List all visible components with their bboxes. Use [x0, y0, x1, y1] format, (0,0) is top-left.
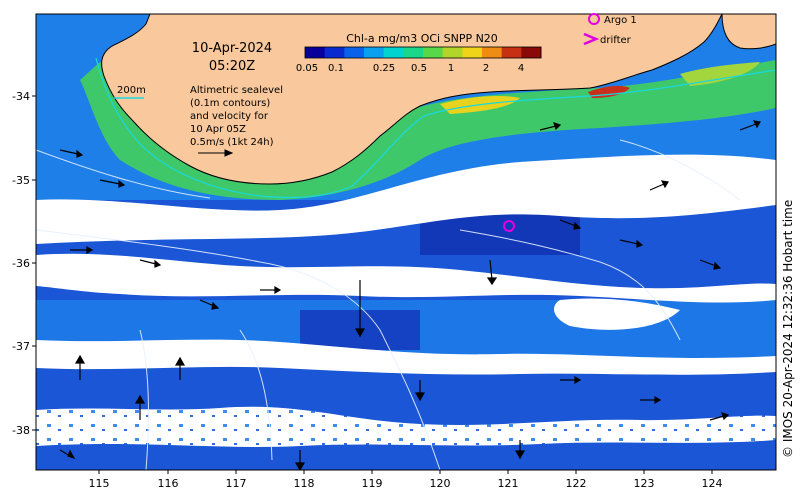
- y-axis: -34 -35 -36 -37 -38: [12, 90, 36, 437]
- colorbar-segment: [305, 47, 326, 58]
- colorbar-tick-label: 0.25: [373, 63, 395, 74]
- map-frame: [35, 13, 777, 471]
- land-mass-east: [721, 14, 776, 50]
- map-date: 10-Apr-2024: [192, 41, 272, 56]
- description-line: and velocity for: [190, 111, 269, 122]
- description-line: Altimetric sealevel: [190, 85, 283, 96]
- land-mass: [101, 14, 723, 185]
- description-line: (0.1m contours): [190, 98, 270, 109]
- x-tick-label: 123: [634, 477, 655, 490]
- colorbar-title: Chl-a mg/m3 OCi SNPP N20: [346, 32, 498, 45]
- colorbar-tick-label: 0.05: [296, 63, 318, 74]
- colorbar-frame: [304, 46, 542, 59]
- y-tick-label: -34: [12, 90, 30, 103]
- x-tick-label: 119: [362, 477, 383, 490]
- chlorophyll-hotspot: [680, 62, 760, 86]
- colorbar-segment: [364, 47, 385, 58]
- drifter-legend-label: drifter: [600, 35, 632, 46]
- colorbar-segment: [423, 47, 444, 58]
- colorbar-tick-label: 1: [448, 63, 454, 74]
- map-plot-area: [36, 14, 776, 470]
- x-tick-label: 116: [158, 477, 179, 490]
- y-tick-label: -35: [12, 174, 30, 187]
- colorbar-segment: [521, 47, 542, 58]
- sea-level-contours: [36, 139, 741, 470]
- bathymetry-legend-label: 200m: [117, 85, 146, 96]
- colorbar-segment: [462, 47, 483, 58]
- x-tick-label: 115: [89, 477, 110, 490]
- velocity-scale-arrow: [198, 149, 234, 157]
- colorbar-segment: [482, 47, 503, 58]
- colorbar-tick-label: 0.5: [411, 63, 427, 74]
- x-tick-label: 124: [702, 477, 723, 490]
- colorbar-segment: [324, 47, 345, 58]
- y-tick-label: -36: [12, 257, 30, 270]
- x-tick-label: 117: [226, 477, 247, 490]
- colorbar-ticks: 0.05 0.1 0.25 0.5 1 2 4: [296, 63, 524, 74]
- x-tick-label: 120: [430, 477, 451, 490]
- cloud-band: [36, 154, 776, 244]
- bathymetry-200m-contour: [95, 57, 776, 199]
- x-axis: 115 116 117 118 119 120 121 122 123 124: [89, 470, 723, 490]
- description-line: 0.5m/s (1kt 24h): [190, 137, 274, 148]
- y-tick-label: -38: [12, 424, 30, 437]
- description-line: 10 Apr 05Z: [190, 124, 246, 135]
- credit-text: © IMOS 20-Apr-2024 12:32:36 Hobart time: [781, 200, 795, 458]
- cloud-patch: [554, 298, 680, 330]
- altimetry-description: Altimetric sealevel (0.1m contours) and ve…: [190, 85, 283, 148]
- colorbar-segment: [442, 47, 463, 58]
- colorbar: [304, 46, 542, 59]
- colorbar-segment: [383, 47, 404, 58]
- y-tick-label: -37: [12, 340, 30, 353]
- map-time: 05:20Z: [209, 59, 255, 74]
- x-tick-label: 122: [566, 477, 587, 490]
- colorbar-segment: [403, 47, 424, 58]
- colorbar-tick-label: 4: [518, 63, 524, 74]
- argo-float-marker[interactable]: [503, 220, 515, 232]
- drifter-legend-icon: [583, 32, 600, 46]
- velocity-arrows: [59, 120, 761, 470]
- colorbar-tick-label: 2: [483, 63, 489, 74]
- colorbar-segment: [344, 47, 365, 58]
- argo-legend-icon: [588, 13, 600, 25]
- x-tick-label: 121: [498, 477, 519, 490]
- x-tick-label: 118: [294, 477, 315, 490]
- cloud-band: [36, 253, 776, 303]
- argo-legend-label: Argo 1: [604, 15, 637, 26]
- cloud-band: [36, 406, 776, 447]
- cloud-band: [36, 339, 776, 375]
- colorbar-segment: [501, 47, 522, 58]
- colorbar-tick-label: 0.1: [328, 63, 344, 74]
